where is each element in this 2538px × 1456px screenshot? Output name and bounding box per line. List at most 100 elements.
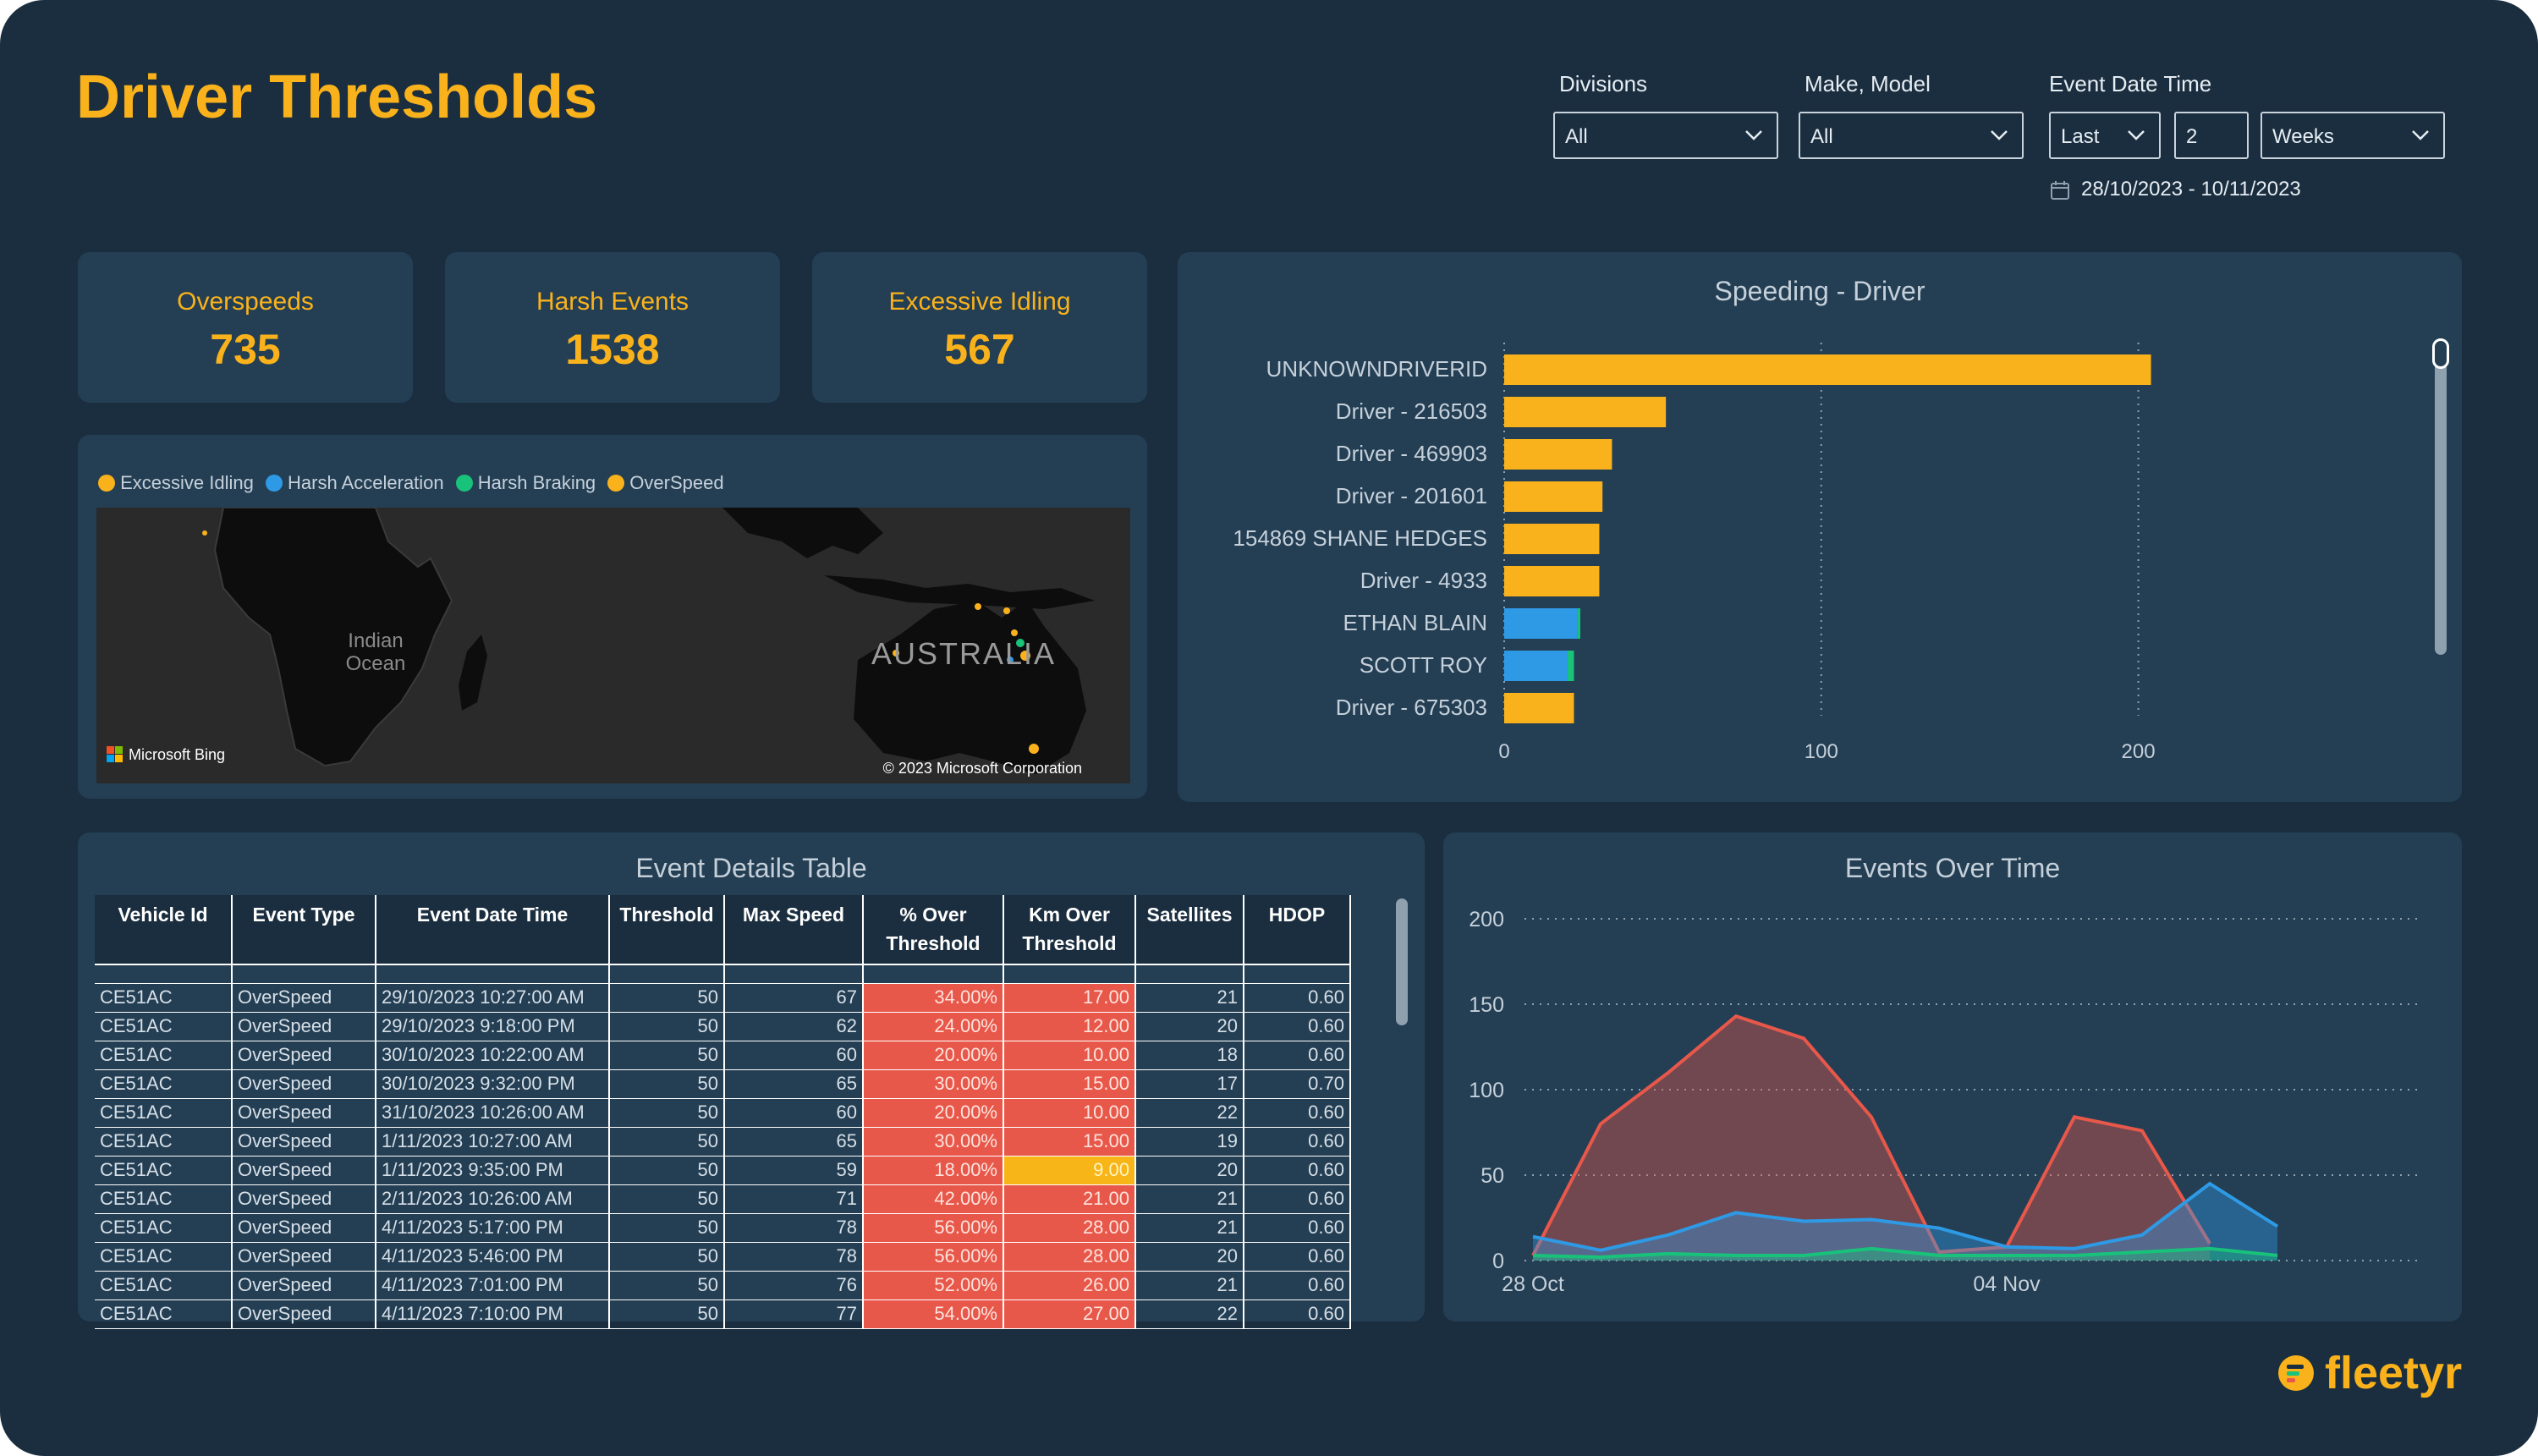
asia-landmass	[722, 508, 883, 558]
map-attribution: Microsoft Bing	[129, 746, 225, 763]
table-scrollbar[interactable]	[1396, 898, 1408, 1025]
map-canvas[interactable]: Indian Ocean AUSTRALIA Microsoft Bing © …	[96, 508, 1130, 783]
ocean-label: Ocean	[346, 652, 406, 675]
column-header[interactable]: Max Speed	[724, 895, 864, 965]
table-cell: 28.00	[1003, 1213, 1136, 1243]
legend-item[interactable]: Excessive Idling	[98, 472, 254, 494]
table-cell: 1/11/2023 10:27:00 AM	[376, 1127, 610, 1157]
table-cell: 21	[1135, 1184, 1244, 1214]
table-row[interactable]: CE51AC OverSpeed 1/11/2023 10:27:00 AM 50 65…	[95, 1127, 1351, 1157]
kpi-label: Overspeeds	[177, 288, 314, 316]
table-cell: 50	[609, 1041, 725, 1070]
madagascar	[459, 635, 487, 711]
series-line[interactable]	[1532, 1181, 2279, 1252]
table-row[interactable]: CE51AC OverSpeed 31/10/2023 10:26:00 AM 50 6…	[95, 1098, 1351, 1128]
column-header[interactable]: Vehicle Id	[95, 895, 233, 965]
table-cell: 52.00%	[863, 1271, 1004, 1300]
table-row[interactable]: CE51AC OverSpeed 30/10/2023 10:22:00 AM 50 6…	[95, 1041, 1351, 1070]
divisions-dropdown[interactable]: All	[1553, 112, 1778, 159]
chevron-down-icon	[2412, 130, 2429, 140]
y-tick-label: 0	[1492, 1250, 1504, 1273]
kpi-label: Harsh Events	[536, 288, 689, 316]
table-cell: 0.60	[1244, 1012, 1351, 1041]
legend-item[interactable]: Harsh Braking	[455, 472, 596, 494]
chart-title: Speeding - Driver	[1714, 276, 1925, 306]
bar-segment[interactable]	[1504, 693, 1574, 723]
table-cell: CE51AC	[95, 1069, 233, 1099]
bar-segment[interactable]	[1504, 566, 1600, 596]
table-row[interactable]: CE51AC OverSpeed 4/11/2023 5:17:00 PM 50 78 5…	[95, 1213, 1351, 1243]
table-cell: 78	[724, 1213, 864, 1243]
period-count-input[interactable]: 2	[2174, 112, 2249, 159]
table-cell: 50	[609, 1156, 725, 1185]
legend-item[interactable]: OverSpeed	[607, 472, 724, 494]
legend-dot	[265, 475, 283, 492]
period-unit-dropdown[interactable]: Weeks	[2261, 112, 2445, 159]
australia-landmass	[854, 601, 1086, 774]
table-cell: CE51AC	[95, 1213, 233, 1243]
event-details-table: Vehicle Id Event Type Event Date Time Thres…	[95, 895, 1351, 1329]
table-cell: 42.00%	[863, 1184, 1004, 1214]
table-row[interactable]: CE51AC OverSpeed 4/11/2023 5:46:00 PM 50 78 5…	[95, 1242, 1351, 1272]
table-row[interactable]: CE51AC OverSpeed 4/11/2023 7:10:00 PM 50 77 5…	[95, 1299, 1351, 1329]
table-row[interactable]: CE51AC OverSpeed 4/11/2023 7:01:00 PM 50 76 5…	[95, 1271, 1351, 1300]
table-cell: 65	[724, 1069, 864, 1099]
table-cell: 65	[724, 1127, 864, 1157]
table-row[interactable]: CE51AC OverSpeed 29/10/2023 9:18:00 PM 50 62…	[95, 1012, 1351, 1041]
bar-segment[interactable]	[1504, 608, 1578, 639]
make-model-dropdown[interactable]: All	[1799, 112, 2024, 159]
make-model-label: Make, Model	[1805, 71, 1931, 96]
table-cell: 15.00	[1003, 1127, 1136, 1157]
bar-segment[interactable]	[1504, 524, 1600, 554]
category-label: Driver - 201601	[1336, 483, 1487, 508]
bar-segment[interactable]	[1504, 439, 1612, 470]
series-line[interactable]	[1532, 1246, 2278, 1259]
column-header[interactable]: Event Date Time	[376, 895, 610, 965]
bar-segment[interactable]	[1504, 651, 1568, 681]
table-cell: 0.60	[1244, 1041, 1351, 1070]
column-header[interactable]: Threshold	[609, 895, 725, 965]
column-header[interactable]: Event Type	[232, 895, 376, 965]
chart-scrollbar[interactable]	[2432, 338, 2449, 655]
table-spacer-row	[95, 964, 1351, 984]
event-point	[975, 603, 981, 610]
table-row[interactable]: CE51AC OverSpeed 2/11/2023 10:26:00 AM 50 71…	[95, 1184, 1351, 1214]
table-cell: 28.00	[1003, 1242, 1136, 1272]
table-cell: 60	[724, 1041, 864, 1070]
table-cell: OverSpeed	[232, 1242, 376, 1272]
bar-segment[interactable]	[1504, 481, 1603, 512]
brand-name: fleetyr	[2325, 1348, 2463, 1398]
scrollbar-thumb[interactable]	[2432, 338, 2449, 369]
bar-segment[interactable]	[1504, 354, 2151, 385]
kpi-value: 1538	[565, 326, 660, 373]
table-cell: 56.00%	[863, 1242, 1004, 1272]
chevron-down-icon	[1991, 130, 2008, 140]
divisions-value: All	[1565, 125, 1588, 148]
table-cell: 67	[724, 983, 864, 1013]
africa-landmass	[213, 508, 453, 767]
column-header[interactable]: Km Over Threshold	[1003, 895, 1136, 965]
legend-item[interactable]: Harsh Acceleration	[265, 472, 444, 494]
table-row[interactable]: CE51AC OverSpeed 1/11/2023 9:35:00 PM 50 59 1…	[95, 1156, 1351, 1185]
relative-period-dropdown[interactable]: Last	[2049, 112, 2161, 159]
column-header[interactable]: HDOP	[1244, 895, 1351, 965]
calendar-icon	[2051, 181, 2069, 200]
table-row[interactable]: CE51AC OverSpeed 29/10/2023 10:27:00 AM 50 6…	[95, 983, 1351, 1013]
table-cell: 20	[1135, 1242, 1244, 1272]
bar-segment[interactable]	[1504, 397, 1667, 427]
column-header[interactable]: Satellites	[1135, 895, 1244, 965]
table-cell: 4/11/2023 5:46:00 PM	[376, 1242, 610, 1272]
column-header[interactable]: % Over Threshold	[863, 895, 1004, 965]
period-count-value: 2	[2186, 125, 2198, 148]
kpi-value: 735	[210, 326, 281, 373]
table-cell: 10.00	[1003, 1041, 1136, 1070]
bar-segment[interactable]	[1567, 651, 1574, 681]
table-cell: 29/10/2023 10:27:00 AM	[376, 983, 610, 1013]
table-cell: CE51AC	[95, 983, 233, 1013]
bar-segment[interactable]	[1577, 608, 1580, 639]
event-date-label: Event Date Time	[2049, 71, 2212, 96]
series-line[interactable]	[1531, 1014, 2211, 1256]
category-label: Driver - 216503	[1336, 398, 1487, 424]
table-row[interactable]: CE51AC OverSpeed 30/10/2023 9:32:00 PM 50 65…	[95, 1069, 1351, 1099]
